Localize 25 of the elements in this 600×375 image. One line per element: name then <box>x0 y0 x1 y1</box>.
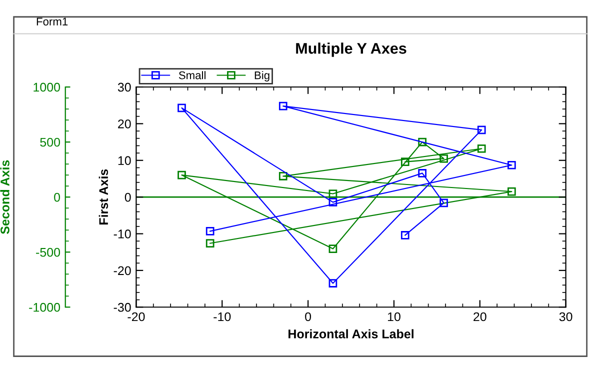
y2-axis-title: Second Axis <box>0 160 10 234</box>
legend-label: Big <box>254 71 270 82</box>
x-tick-label: -10 <box>214 312 231 322</box>
y-tick-label: 20 <box>118 119 131 128</box>
y2-tick-label: 1000 <box>34 82 60 92</box>
y-axis-title: First Axis <box>98 169 108 224</box>
x-tick-label: 0 <box>305 312 312 322</box>
legend-label: Small <box>178 71 206 80</box>
y2-tick-label: -1000 <box>29 302 60 312</box>
y-tick-label: -10 <box>114 230 131 238</box>
x-tick-label: -20 <box>128 312 145 322</box>
x-tick-label: 20 <box>474 312 486 322</box>
y-tick-label: 0 <box>124 192 131 202</box>
y2-tick-label: -500 <box>36 248 60 257</box>
chart-title: Multiple Y Axes <box>296 42 406 57</box>
y-tick-label: -20 <box>114 266 131 276</box>
y-tick-label: 30 <box>118 82 131 92</box>
x-axis-title: Horizontal Axis Label <box>288 329 414 338</box>
y-tick-label: -30 <box>114 302 131 312</box>
x-tick-label: 30 <box>559 312 572 322</box>
text: Form1 <box>36 18 68 26</box>
y-tick-label: 10 <box>118 156 131 166</box>
y2-tick-label: 0 <box>54 192 60 202</box>
x-tick-label: 10 <box>388 312 400 322</box>
y2-tick-label: 500 <box>40 138 60 147</box>
